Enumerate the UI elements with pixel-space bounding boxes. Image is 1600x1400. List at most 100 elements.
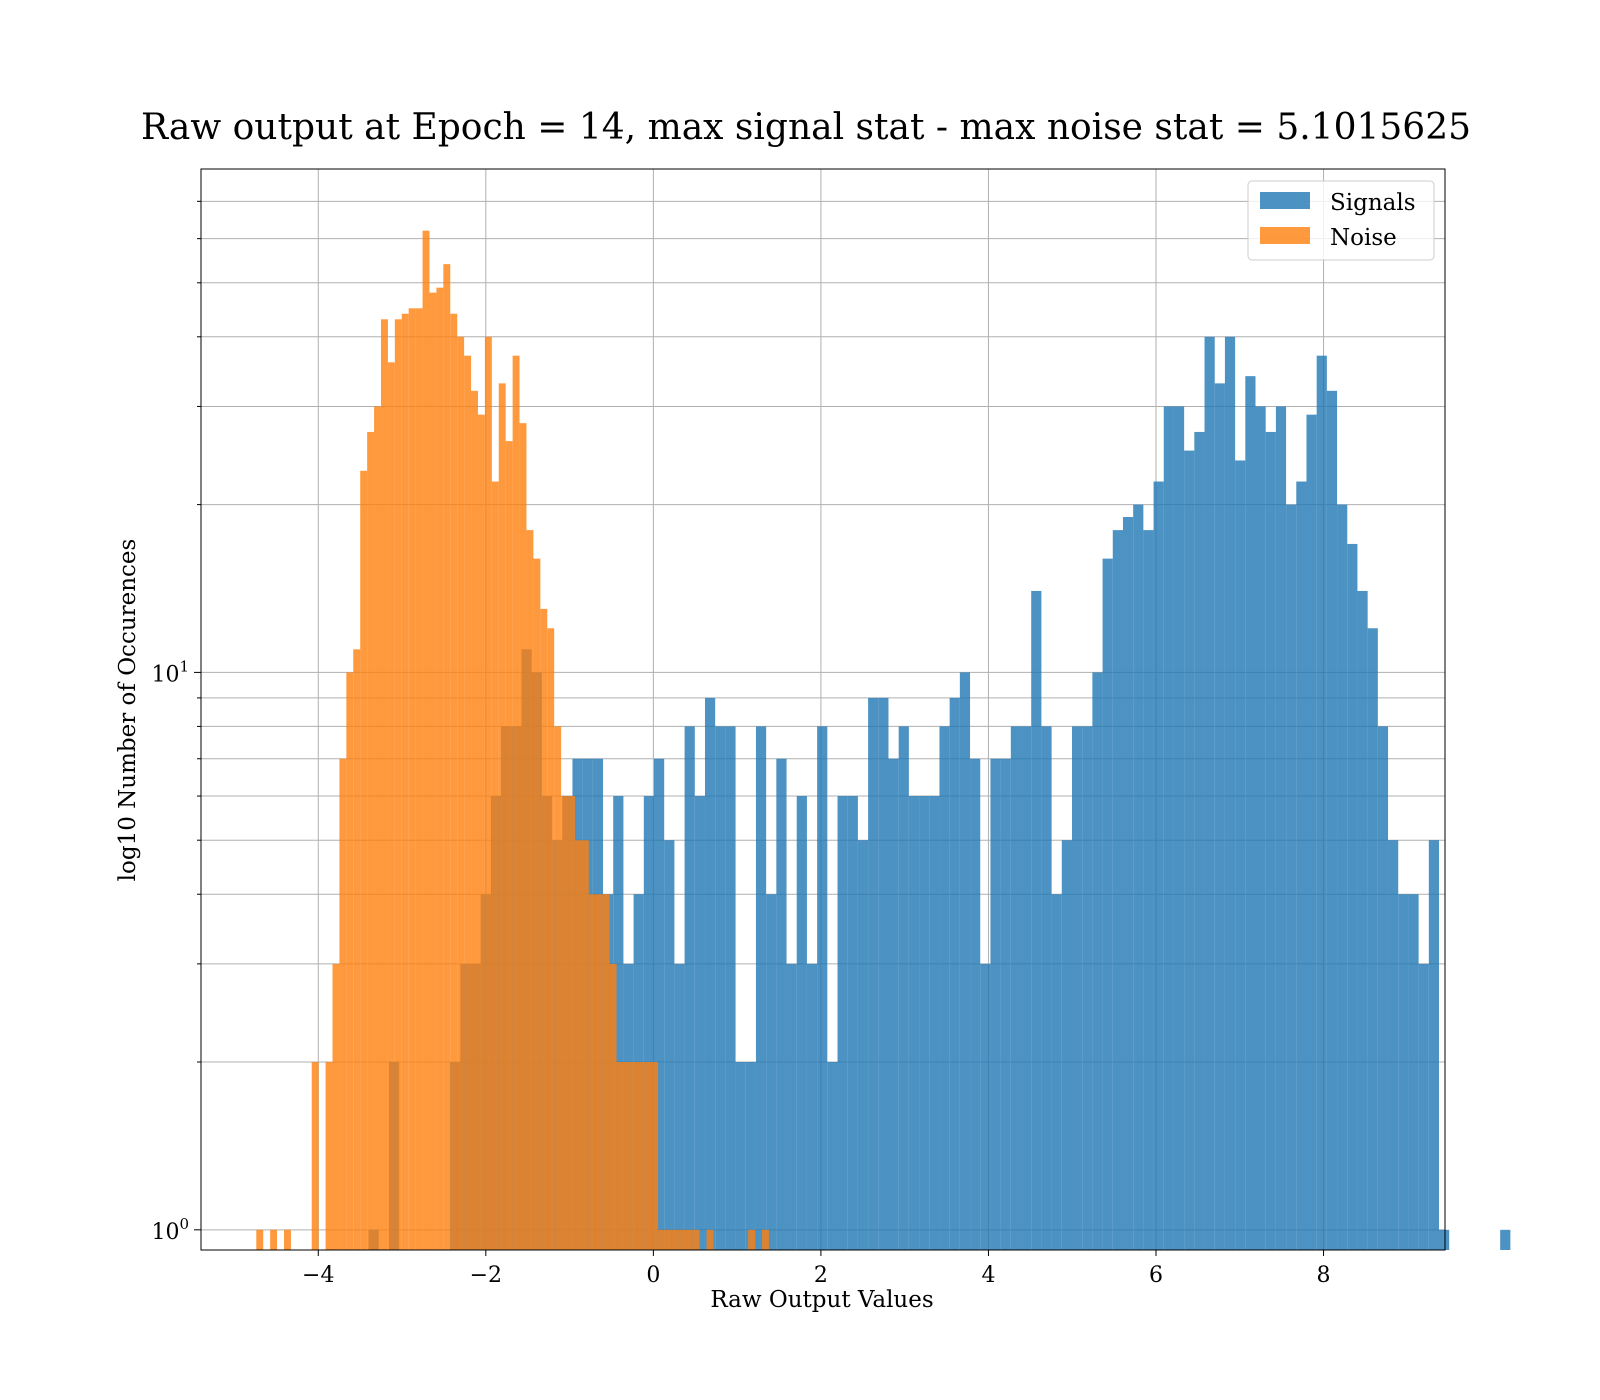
noise-bar — [706, 1229, 714, 1250]
noise-bar — [609, 963, 617, 1250]
noise-bar — [332, 963, 340, 1250]
chart-title: Raw output at Epoch = 14, max signal sta… — [141, 107, 1471, 148]
noise-bar — [394, 319, 402, 1250]
signals-bar — [878, 697, 889, 1250]
signals-bar — [868, 697, 879, 1250]
signals-bar — [1418, 963, 1429, 1250]
signals-bar — [959, 672, 971, 1250]
signals-bar — [1255, 406, 1266, 1250]
signals-bar — [817, 726, 828, 1250]
noise-bar — [484, 336, 492, 1251]
signals-bar — [1214, 383, 1225, 1250]
x-tick-label: 0 — [646, 1263, 660, 1288]
noise-bar — [533, 558, 541, 1250]
signals-bar — [1357, 590, 1368, 1250]
signals-bar — [1010, 726, 1022, 1250]
noise-bar — [554, 726, 562, 1250]
noise-bar — [436, 287, 444, 1251]
signals-bar — [929, 796, 940, 1250]
signals-bar — [1286, 504, 1297, 1250]
noise-bar — [644, 1062, 652, 1250]
signals-bar — [1408, 894, 1419, 1250]
signals-bar — [1337, 504, 1348, 1250]
signals-bar — [643, 796, 655, 1250]
signals-bar — [796, 796, 807, 1250]
x-tick-label: 8 — [1317, 1263, 1331, 1288]
noise-bar — [595, 894, 603, 1250]
noise-bar — [443, 264, 451, 1250]
signals-bar — [1316, 355, 1327, 1250]
signals-bar — [1082, 726, 1093, 1250]
signals-bar — [1347, 543, 1358, 1250]
signals-bar — [806, 963, 818, 1250]
signals-bar — [1398, 894, 1409, 1250]
signals-bar — [1061, 840, 1072, 1250]
noise-bar — [623, 1062, 631, 1250]
noise-bar — [367, 431, 375, 1250]
signals-bar — [1133, 504, 1144, 1250]
signals-bar — [715, 726, 726, 1250]
noise-bar — [415, 308, 423, 1250]
noise-bar — [588, 894, 596, 1250]
signals-bar — [1204, 336, 1215, 1251]
signals-bar — [1245, 376, 1256, 1250]
signals-bar — [857, 840, 869, 1250]
noise-bar — [464, 355, 472, 1250]
signals-bar — [1092, 672, 1103, 1250]
signals-bar — [1153, 481, 1164, 1250]
signals-bar — [1194, 431, 1205, 1250]
noise-bar — [574, 840, 582, 1250]
signals-bar — [694, 796, 705, 1250]
noise-bar — [311, 1062, 319, 1250]
signals-bar — [990, 758, 1001, 1250]
noise-bar — [360, 470, 368, 1250]
noise-bar — [519, 423, 527, 1250]
signals-bar — [980, 963, 991, 1250]
signals-bar — [1367, 628, 1378, 1250]
legend-swatch-noise — [1260, 227, 1310, 244]
noise-bar — [457, 336, 465, 1251]
signals-bar — [786, 963, 797, 1250]
noise-bar — [387, 362, 395, 1250]
y-tick-label: 100 — [151, 1215, 189, 1245]
signals-bar — [1102, 558, 1113, 1250]
signals-bar — [1428, 840, 1440, 1250]
noise-bar — [692, 1229, 700, 1250]
signals-bar — [1184, 450, 1195, 1250]
noise-bar — [353, 649, 361, 1250]
signals-bar — [888, 758, 899, 1250]
noise-bar — [602, 894, 610, 1250]
noise-bar — [685, 1229, 693, 1250]
noise-bar — [616, 1062, 624, 1250]
noise-bar — [471, 390, 478, 1250]
signals-bar — [1500, 1229, 1511, 1250]
signals-bar — [1122, 517, 1134, 1250]
noise-bar — [762, 1229, 769, 1250]
x-tick-label: 6 — [1149, 1263, 1163, 1288]
signals-bar — [613, 796, 624, 1250]
signals-bar — [755, 726, 767, 1250]
legend-label-signals: Signals — [1330, 190, 1416, 216]
signals-bar — [735, 1062, 746, 1250]
x-tick-label: −2 — [470, 1263, 502, 1288]
signals-bar — [1000, 758, 1011, 1250]
signals-bar — [837, 796, 848, 1250]
noise-bar — [665, 1229, 672, 1250]
signals-bar — [684, 726, 695, 1250]
noise-bar — [630, 1062, 638, 1250]
x-tick-label: −4 — [302, 1263, 334, 1288]
signals-bar — [766, 894, 777, 1250]
noise-bar — [561, 796, 569, 1250]
plot-frame — [200, 168, 1446, 1251]
noise-bar — [505, 441, 513, 1251]
noise-bar — [270, 1229, 278, 1250]
noise-bar — [380, 319, 388, 1250]
noise-bar — [408, 308, 416, 1250]
noise-bar — [658, 1229, 666, 1250]
noise-bar — [581, 840, 589, 1250]
x-tick-label: 4 — [981, 1263, 995, 1288]
noise-bar — [748, 1229, 756, 1250]
noise-bar — [671, 1229, 679, 1250]
noise-bar — [491, 481, 499, 1250]
legend: Signals Noise — [1247, 180, 1435, 261]
